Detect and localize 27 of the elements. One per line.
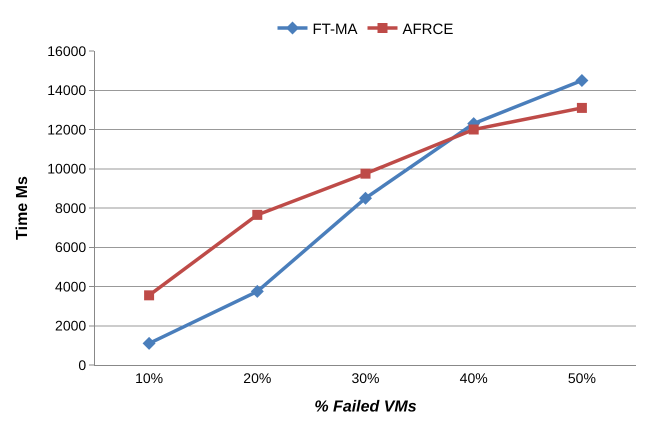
x-tick-label: 40% bbox=[460, 370, 488, 386]
y-tick-label: 16000 bbox=[47, 42, 86, 59]
y-tick-label: 6000 bbox=[55, 239, 86, 256]
point bbox=[360, 168, 370, 179]
point bbox=[575, 74, 588, 87]
point bbox=[252, 210, 262, 220]
x-tick-label: 10% bbox=[135, 370, 164, 386]
point bbox=[142, 336, 156, 350]
legend-label: FT-MA bbox=[312, 20, 358, 38]
x-axis-title: % Failed VMs bbox=[314, 398, 417, 416]
y-axis-title: Time Ms bbox=[14, 176, 32, 240]
y-tick-label: 8000 bbox=[55, 200, 86, 216]
x-tick-label: 50% bbox=[568, 370, 596, 386]
y-tick-label: 4000 bbox=[55, 278, 86, 294]
point bbox=[250, 284, 264, 298]
y-tick-label: 12000 bbox=[47, 121, 86, 138]
y-tick-label: 10000 bbox=[47, 160, 86, 177]
point bbox=[468, 124, 479, 134]
x-tick-label: 30% bbox=[351, 370, 380, 386]
point bbox=[144, 290, 154, 300]
legend-label: AFRCE bbox=[402, 20, 454, 38]
y-tick-label: 14000 bbox=[47, 82, 86, 98]
y-tick-label: 2000 bbox=[55, 318, 86, 334]
point bbox=[359, 192, 372, 205]
y-tick-label: 0 bbox=[78, 356, 86, 373]
x-tick-label: 20% bbox=[243, 370, 272, 386]
point bbox=[576, 102, 587, 113]
